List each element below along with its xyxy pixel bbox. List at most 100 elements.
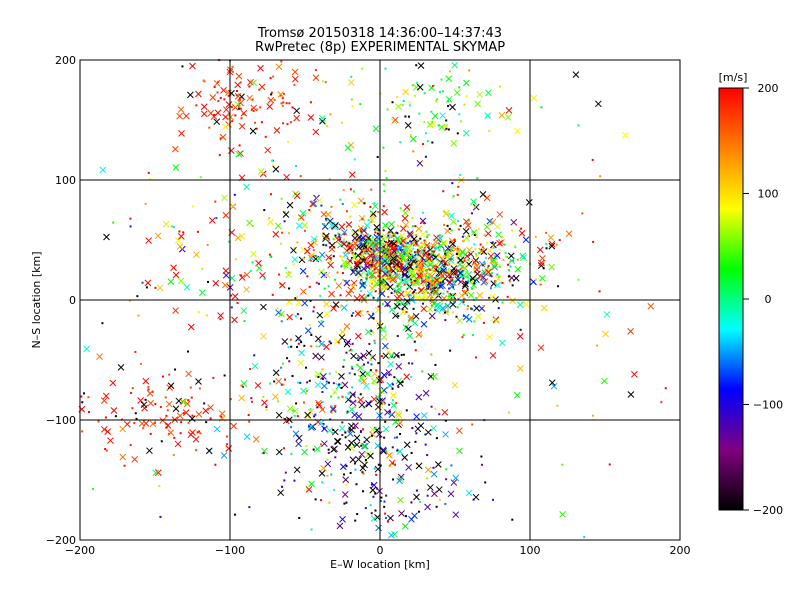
data-point-dot (448, 263, 451, 266)
data-point-dot (372, 317, 375, 320)
data-point-dot (282, 447, 285, 450)
data-point-dot (398, 282, 401, 285)
data-point-cross (362, 255, 370, 263)
data-point-dot (664, 387, 667, 390)
data-point-cross (222, 123, 229, 131)
data-point-cross (474, 312, 482, 320)
data-point-dot (91, 487, 94, 490)
data-point-cross (208, 217, 216, 224)
data-point-cross (472, 203, 480, 211)
data-point-dot (314, 254, 317, 257)
data-point-dot (407, 115, 410, 118)
data-point-cross (420, 305, 428, 313)
data-point-dot (428, 285, 431, 288)
data-point-dot (356, 363, 359, 366)
data-point-dot (426, 269, 429, 272)
data-point-dot (315, 281, 318, 284)
data-point-dot (391, 383, 394, 386)
data-point-dot (337, 232, 340, 235)
data-point-cross (439, 282, 446, 289)
data-point-dot (356, 356, 359, 359)
data-point-dot (425, 230, 428, 233)
data-point-dot (329, 257, 332, 260)
data-point-dot (404, 515, 407, 518)
data-point-dot (373, 268, 376, 271)
data-point-dot (83, 392, 86, 395)
data-point-cross (338, 425, 346, 432)
data-point-dot (283, 220, 286, 223)
data-point-cross (351, 201, 358, 209)
data-point-dot (302, 257, 305, 260)
data-point-cross (387, 514, 394, 522)
data-point-cross (603, 311, 611, 318)
data-point-cross (328, 290, 335, 298)
data-point-dot (329, 113, 332, 116)
data-point-cross (202, 407, 210, 415)
data-point-dot (421, 275, 424, 278)
data-point-dot (341, 203, 344, 206)
data-point-dot (452, 196, 455, 199)
data-point-dot (474, 253, 477, 256)
data-point-cross (176, 412, 184, 420)
data-point-dot (295, 402, 298, 405)
data-point-dot (386, 520, 389, 523)
data-point-cross (514, 127, 521, 135)
data-point-cross (495, 231, 502, 238)
data-point-dot (463, 290, 466, 293)
data-point-dot (471, 230, 474, 233)
data-point-dot (320, 204, 323, 207)
data-point-dot (418, 112, 421, 115)
data-point-dot (401, 243, 404, 246)
data-point-dot (439, 281, 442, 284)
y-tick-label: −100 (46, 414, 76, 427)
y-tick-label: 0 (69, 294, 76, 307)
data-point-cross (430, 470, 438, 478)
data-point-dot (545, 247, 548, 250)
data-point-dot (341, 395, 344, 398)
data-point-dot (491, 241, 494, 244)
data-point-cross (341, 259, 348, 266)
data-point-cross (375, 524, 382, 532)
data-point-dot (411, 427, 414, 430)
data-point-dot (451, 311, 454, 314)
data-point-cross (140, 401, 148, 409)
data-point-dot (409, 270, 412, 273)
data-point-cross (234, 234, 242, 242)
data-point-cross (402, 209, 409, 217)
data-point-dot (281, 362, 284, 365)
data-point-cross (409, 135, 417, 143)
data-point-cross (170, 264, 177, 272)
data-point-dot (238, 144, 241, 147)
data-point-dot (458, 86, 461, 89)
data-point-dot (355, 267, 358, 270)
data-point-cross (312, 352, 319, 360)
data-point-dot (366, 243, 369, 246)
data-point-dot (327, 451, 330, 454)
data-point-cross (559, 511, 566, 518)
data-point-dot (385, 450, 388, 453)
data-point-dot (196, 431, 199, 434)
data-point-dot (238, 99, 241, 102)
data-point-dot (422, 143, 425, 146)
data-point-dot (438, 413, 441, 416)
data-point-dot (320, 320, 323, 323)
data-point-cross (340, 240, 348, 248)
data-point-dot (370, 276, 373, 279)
data-point-dot (423, 239, 426, 242)
data-point-dot (451, 295, 454, 298)
data-point-cross (323, 310, 331, 318)
data-point-dot (330, 395, 333, 398)
data-point-dot (147, 386, 150, 389)
data-point-cross (174, 237, 182, 244)
data-point-dot (277, 400, 280, 403)
data-point-dot (468, 69, 471, 72)
data-point-cross (453, 89, 461, 97)
data-point-dot (466, 271, 469, 274)
data-point-dot (372, 249, 375, 252)
data-point-dot (449, 276, 452, 279)
data-point-cross (405, 464, 413, 471)
data-point-cross (220, 452, 228, 459)
data-point-dot (370, 210, 373, 213)
data-point-dot (233, 193, 236, 196)
data-point-dot (410, 501, 413, 504)
